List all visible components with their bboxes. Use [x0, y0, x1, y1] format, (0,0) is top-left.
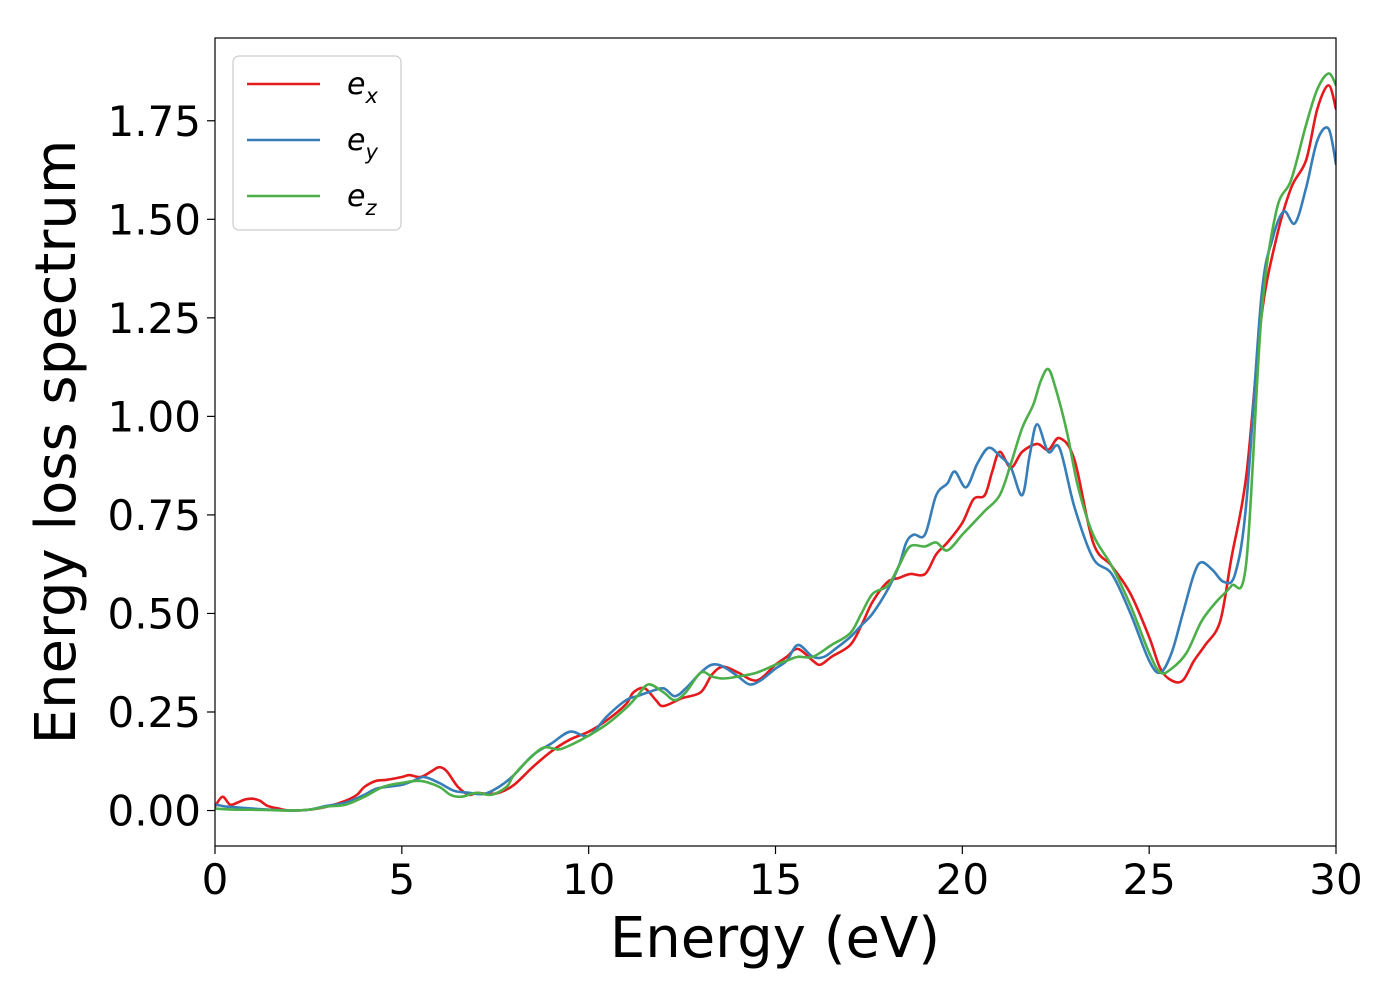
legend-label: ey	[347, 123, 378, 164]
x-axis-label: Energy (eV)	[610, 906, 940, 971]
x-tick-label: 5	[388, 855, 415, 904]
legend-subscript: z	[364, 196, 377, 220]
y-tick-label: 0.00	[107, 787, 201, 836]
x-tick-label: 25	[1122, 855, 1175, 904]
y-tick-label: 0.75	[107, 491, 201, 540]
y-tick-label: 0.25	[107, 688, 201, 737]
x-tick-label: 20	[936, 855, 989, 904]
legend-box	[232, 55, 402, 231]
x-axis-ticks: 0 5 10 15 20 25 30	[202, 846, 1363, 904]
y-tick-label: 1.25	[107, 294, 201, 343]
legend-label: ex	[347, 67, 378, 108]
series-lines	[215, 72, 1336, 812]
legend-subscript: x	[364, 84, 378, 108]
series-line-ey	[215, 126, 1336, 812]
legend-item-ey: ey	[247, 123, 378, 164]
x-tick-label: 0	[202, 855, 229, 904]
y-axis-label: Energy loss spectrum	[24, 140, 89, 745]
y-tick-label: 1.75	[107, 97, 201, 146]
x-tick-label: 15	[749, 855, 802, 904]
x-tick-label: 10	[562, 855, 615, 904]
legend-subscript: y	[364, 140, 378, 164]
y-tick-label: 0.50	[107, 589, 201, 638]
series-line-ez	[215, 72, 1336, 812]
x-tick-label: 30	[1309, 855, 1362, 904]
y-tick-label: 1.00	[107, 392, 201, 441]
y-axis-ticks: 0.00 0.25 0.50 0.75 1.00 1.25 1.50 1.75	[107, 97, 215, 836]
y-tick-label: 1.50	[107, 195, 201, 244]
legend-item-ex: ex	[247, 67, 378, 108]
